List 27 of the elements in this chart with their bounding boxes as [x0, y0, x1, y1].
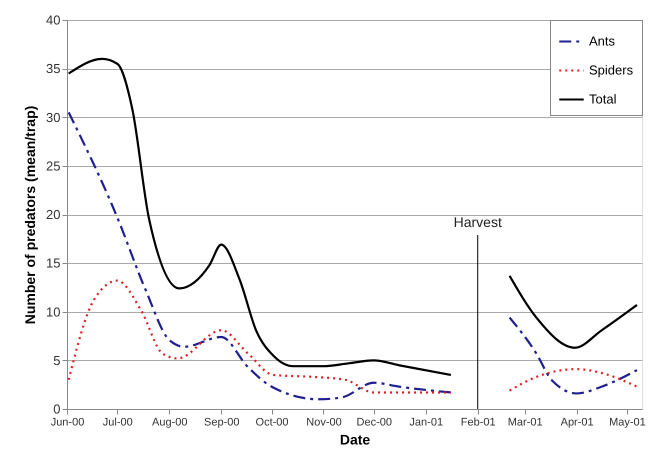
x-tick-label: Feb-01 [460, 416, 496, 428]
y-tick-label: 40 [46, 12, 60, 28]
y-tick-label: 5 [53, 352, 60, 368]
x-tick-label: Dec-00 [356, 416, 392, 428]
y-axis-title: Number of predators (mean/trap) [22, 106, 38, 324]
x-tick-label: Jun-00 [50, 416, 84, 428]
y-tick-label: 35 [46, 61, 60, 76]
x-tick-label: Jul-00 [102, 416, 133, 428]
legend-label: Spiders [589, 62, 634, 78]
legend-label: Total [589, 92, 617, 106]
ref-line-label: Harvest [454, 214, 502, 230]
legend-label: Ants [589, 34, 616, 48]
y-tick-label: 0 [53, 402, 60, 416]
x-tick-label: Jan-01 [409, 416, 444, 428]
y-tick-label: 25 [46, 158, 60, 174]
x-tick-label: Nov-00 [306, 416, 342, 428]
x-axis-title: Date [340, 432, 370, 448]
y-tick-label: 30 [46, 110, 60, 125]
x-tick-label: Mar-01 [508, 416, 543, 428]
y-tick-label: 15 [46, 256, 60, 271]
x-tick-label: Sep-00 [204, 416, 240, 428]
y-tick-label: 20 [46, 207, 60, 222]
x-tick-label: Apr-01 [560, 416, 594, 428]
x-tick-label: May-01 [609, 416, 646, 428]
x-tick-label: Aug-00 [152, 416, 188, 428]
x-tick-label: Oct-00 [256, 416, 289, 428]
y-tick-label: 10 [46, 304, 60, 320]
